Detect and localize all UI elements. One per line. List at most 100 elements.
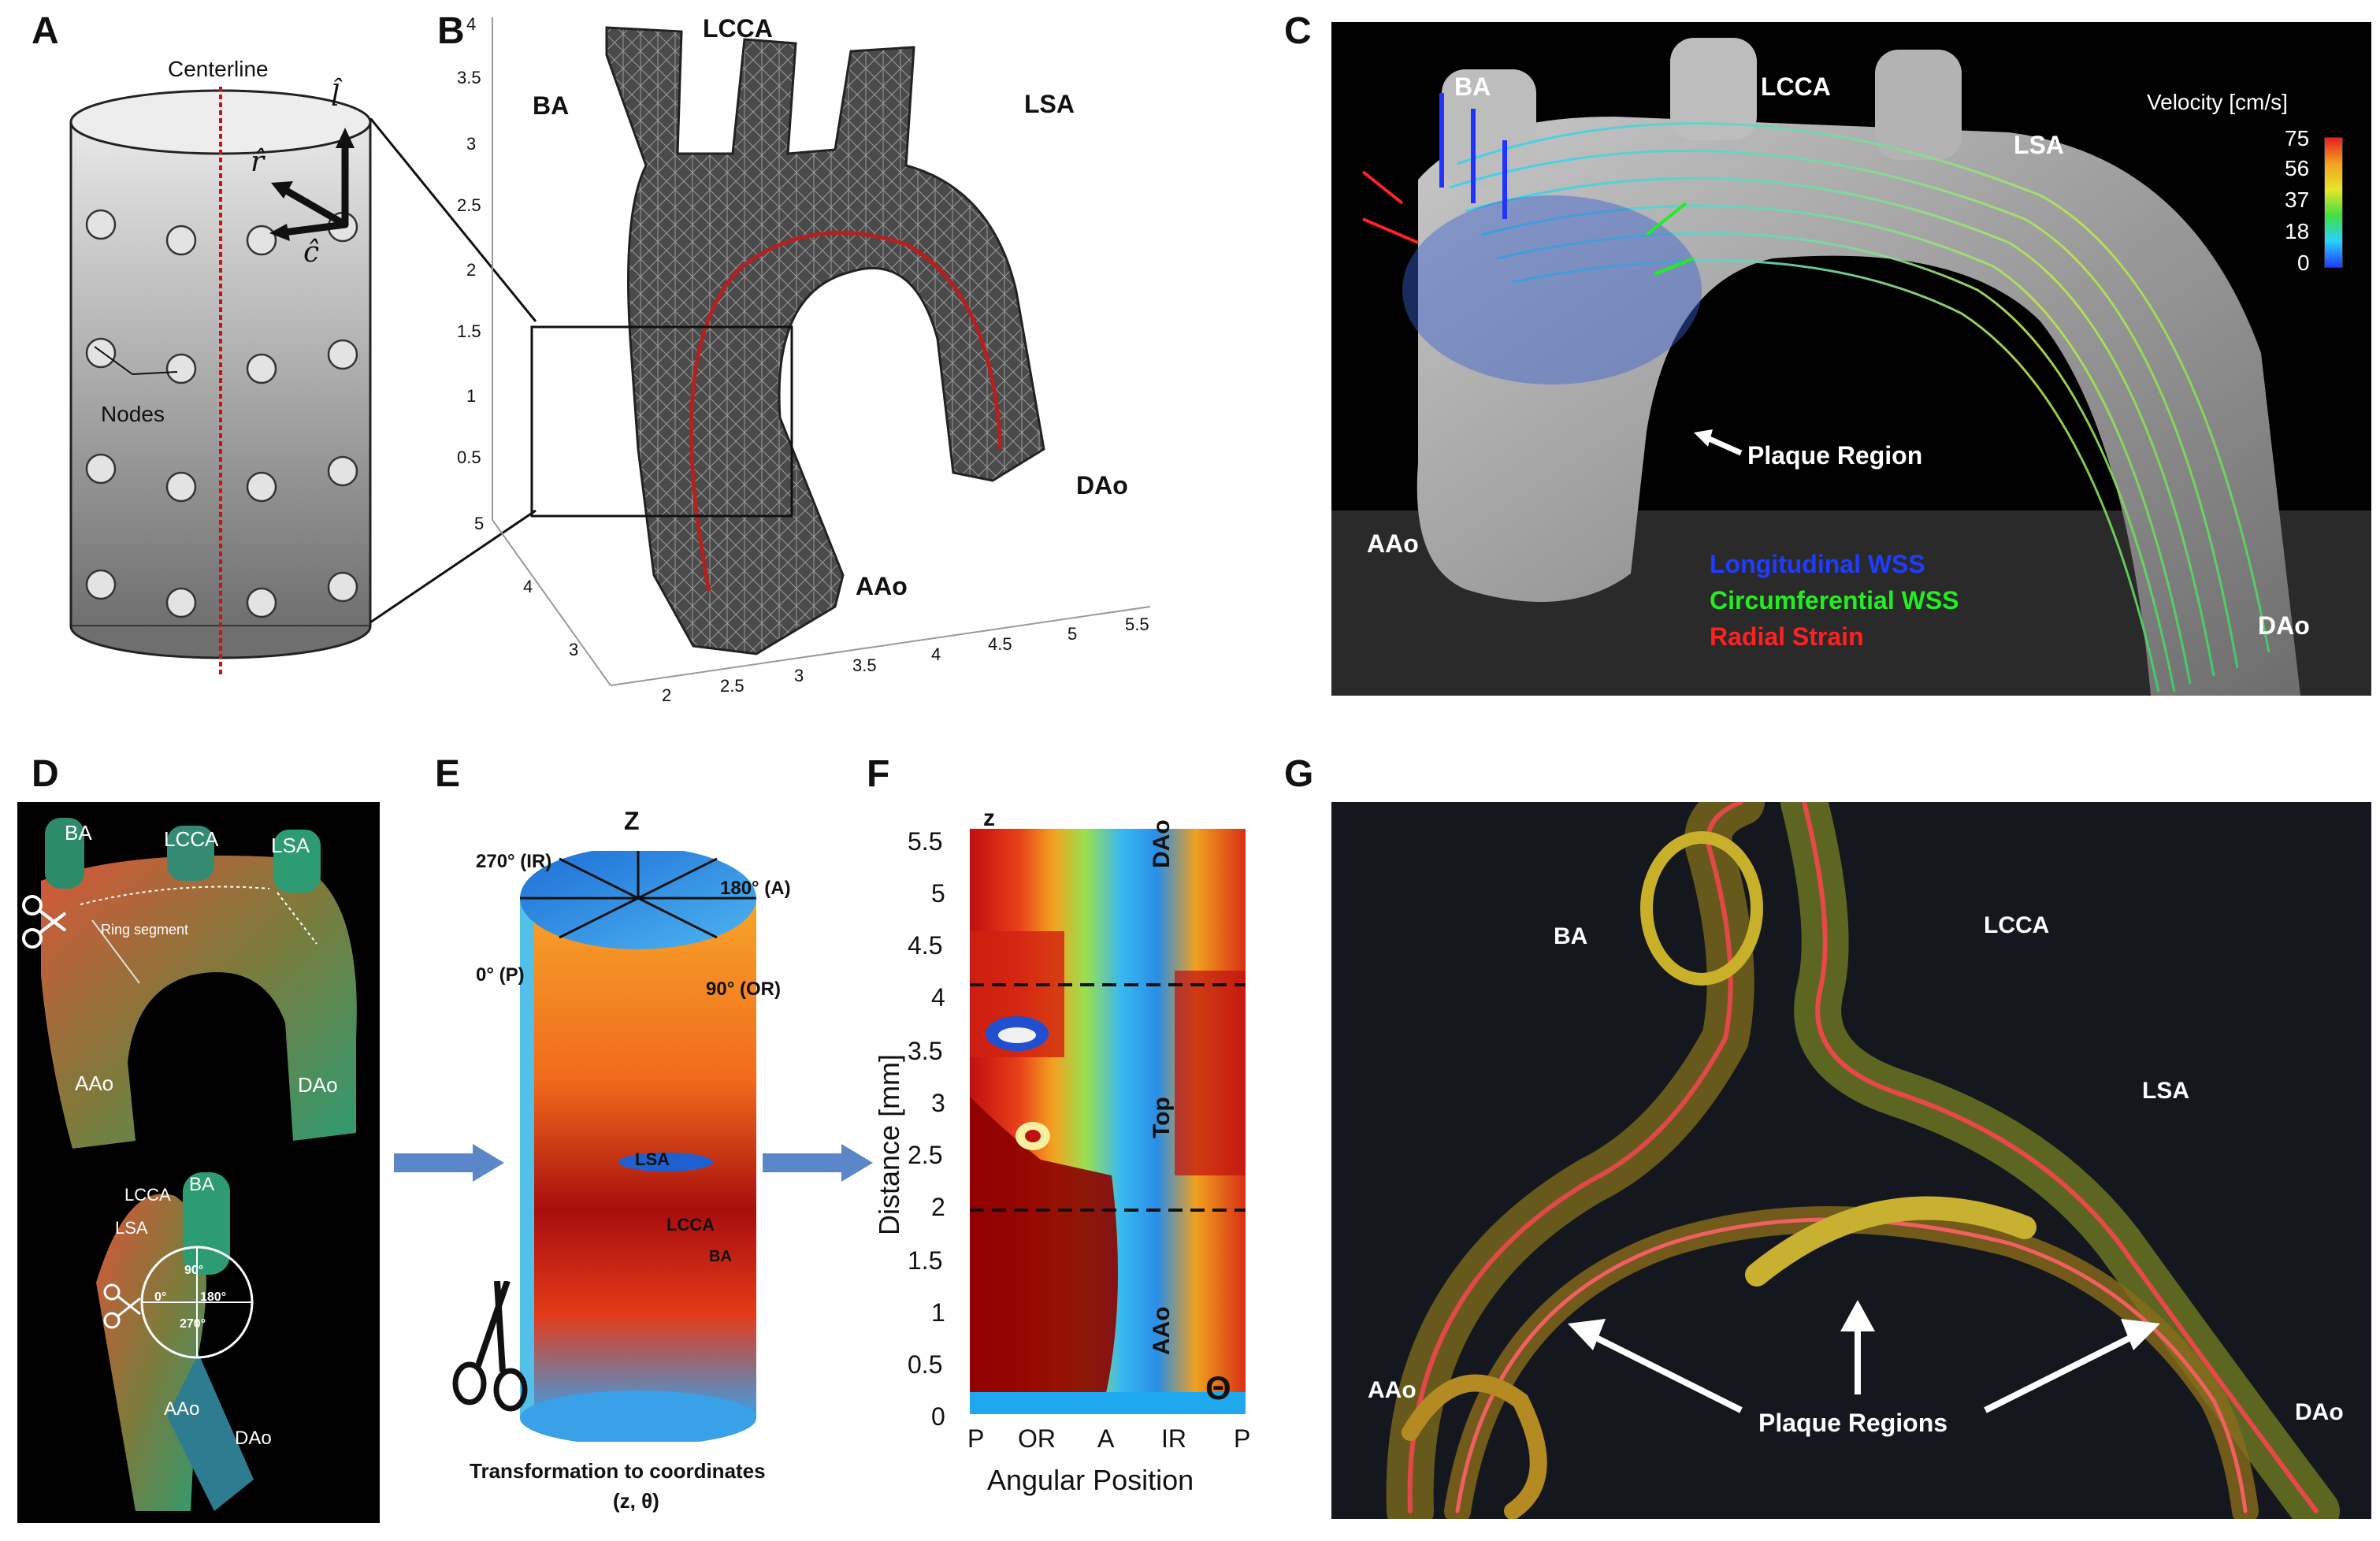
c-lsa-label: LSA <box>2014 131 2064 159</box>
f-y-tick: 4.5 <box>908 931 943 960</box>
c-plaque-label: Plaque Region <box>1747 441 1923 470</box>
legend-radial-strain: Radial Strain <box>1710 622 1864 651</box>
g-ba-label: BA <box>1554 923 1588 949</box>
c-dao-label: DAo <box>2258 611 2310 640</box>
centerline-label: Centerline <box>168 57 269 81</box>
f-y-tick: 0.5 <box>908 1350 943 1379</box>
e-ba-label: BA <box>709 1248 732 1265</box>
f-y-tick: 2 <box>931 1193 945 1221</box>
d-ring-segment-label: Ring segment <box>101 922 189 938</box>
plaque-arrows-icon <box>1568 1300 2160 1413</box>
d-aao-label: AAo <box>75 1071 114 1095</box>
nodes-label: Nodes <box>101 402 165 426</box>
axis-r-label: r̂ <box>251 146 265 178</box>
f-y-tick: 3.5 <box>908 1037 943 1065</box>
f-y-tick: 3 <box>931 1089 945 1117</box>
b-z-tick: 2.5 <box>457 195 481 215</box>
b-x-tick: 3 <box>794 666 804 685</box>
b-z-tick: 3.5 <box>457 68 481 87</box>
segmentation-views <box>17 802 380 1523</box>
legend-longitudinal-wss: Longitudinal WSS <box>1710 550 1925 578</box>
scissors-icon <box>103 1283 141 1329</box>
d-dao-label-bottom: DAo <box>235 1428 272 1449</box>
g-lcca-label: LCCA <box>1984 912 2050 938</box>
b-y-tick: 3 <box>569 640 579 659</box>
d-aao-label-bottom: AAo <box>164 1398 200 1420</box>
panel-d-letter: D <box>32 753 59 795</box>
e-270-label: 270° (IR) <box>476 851 552 872</box>
f-y-tick: 5.5 <box>908 827 943 856</box>
f-x-tick: P <box>967 1424 985 1453</box>
panel-f-letter: F <box>867 753 890 795</box>
b-x-tick: 2 <box>662 685 672 705</box>
f-theta-label: Θ <box>1205 1369 1231 1406</box>
f-z-label: z <box>983 805 995 831</box>
velocity-colorbar <box>2324 137 2343 268</box>
colorbar-tick: 56 <box>2285 156 2310 180</box>
flow-visualization <box>1331 22 2371 696</box>
f-x-tick: P <box>1234 1424 1251 1453</box>
b-z-tick: 3 <box>466 134 477 154</box>
f-region-dao: DAo <box>1149 819 1175 868</box>
cylinder-diagram <box>69 87 372 678</box>
g-aao-label: AAo <box>1368 1377 1416 1403</box>
g-plaque-label: Plaque Regions <box>1758 1409 1948 1437</box>
b-ba-label: BA <box>533 91 570 120</box>
velocity-colorbar-title: Velocity [cm/s] <box>2147 90 2288 114</box>
axis-c-label: ĉ <box>303 236 320 269</box>
d-ba-label: BA <box>65 821 92 845</box>
e-0-label: 0° (P) <box>476 964 525 986</box>
panel-b-letter: B <box>437 10 465 52</box>
d-lsa-label: LSA <box>271 834 310 857</box>
f-xlabel: Angular Position <box>987 1464 1194 1496</box>
d-deg0: 0° <box>154 1290 167 1304</box>
axis-l-label: l̂ <box>331 80 340 113</box>
c-ba-label: BA <box>1454 72 1491 101</box>
f-y-tick: 1 <box>931 1298 945 1327</box>
panel-c-letter: C <box>1284 10 1312 52</box>
b-x-tick: 2.5 <box>720 676 744 696</box>
b-dao-label: DAo <box>1076 471 1128 499</box>
g-lsa-label: LSA <box>2142 1078 2189 1104</box>
scissors-icon <box>22 895 67 949</box>
panel-e-letter: E <box>435 753 461 795</box>
unwrapped-cylinder <box>520 851 756 1442</box>
zoom-connector <box>370 118 537 624</box>
d-lcca-label-bottom: LCCA <box>124 1185 171 1205</box>
d-dao-label: DAo <box>298 1073 338 1097</box>
b-x-tick: 3.5 <box>852 655 877 675</box>
d-lcca-label: LCCA <box>164 827 219 851</box>
b-aao-label: AAo <box>856 572 908 600</box>
f-x-tick: A <box>1097 1424 1115 1453</box>
f-x-tick: OR <box>1018 1424 1056 1453</box>
d-ba-label-bottom: BA <box>189 1174 215 1195</box>
d-lsa-label-bottom: LSA <box>115 1218 148 1238</box>
f-ylabel: Distance [mm] <box>873 1053 905 1235</box>
legend-circumferential-wss: Circumferential WSS <box>1710 586 1959 615</box>
f-x-tick: IR <box>1161 1424 1186 1453</box>
d-deg270: 270° <box>180 1317 206 1331</box>
plaque-arrow-icon <box>1694 429 1743 456</box>
b-x-tick: 4.5 <box>988 634 1012 654</box>
e-caption-line2: (z, θ) <box>613 1489 659 1513</box>
b-z-tick: 2 <box>466 260 477 280</box>
colorbar-tick: 0 <box>2297 251 2310 275</box>
b-z-tick: 1.5 <box>457 321 481 341</box>
f-y-tick: 5 <box>931 879 945 908</box>
b-lsa-label: LSA <box>1024 90 1075 118</box>
b-x-tick: 5 <box>1067 624 1078 644</box>
b-x-tick: 5.5 <box>1125 615 1149 634</box>
scissors-icon <box>452 1281 528 1412</box>
colorbar-tick: 75 <box>2285 126 2310 150</box>
d-deg180: 180° <box>200 1290 227 1304</box>
mesh-plot <box>492 17 1151 686</box>
c-lcca-label: LCCA <box>1761 72 1831 101</box>
arrow-right-icon <box>763 1144 873 1182</box>
b-z-tick: 0.5 <box>457 447 481 467</box>
f-region-aao: AAo <box>1149 1306 1175 1355</box>
b-lcca-label: LCCA <box>703 14 773 43</box>
d-deg90: 90° <box>184 1264 204 1277</box>
f-region-top: Top <box>1149 1097 1175 1138</box>
colorbar-tick: 18 <box>2285 219 2310 243</box>
c-aao-label: AAo <box>1367 529 1419 558</box>
